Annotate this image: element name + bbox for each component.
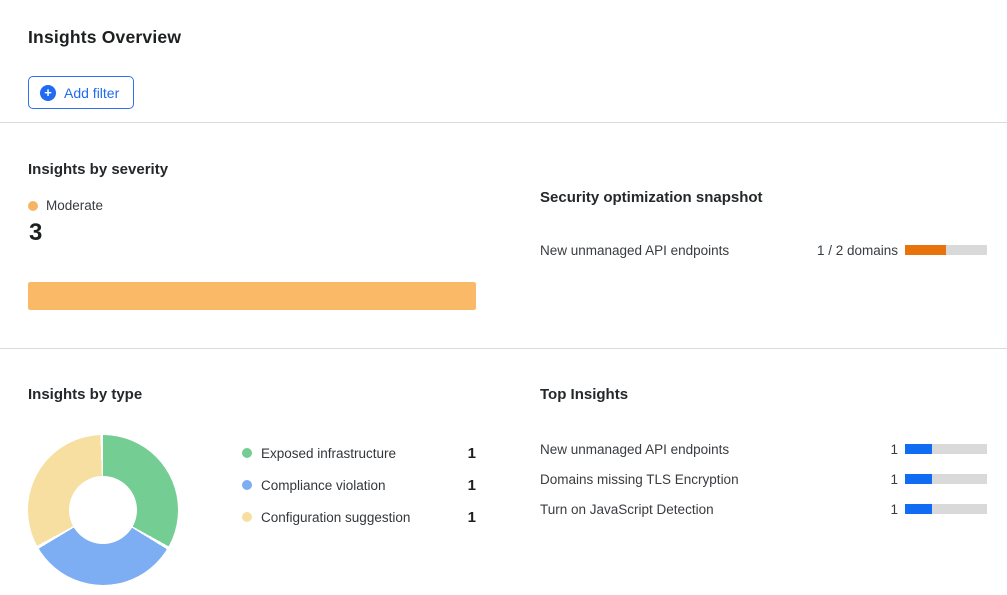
exposed-infrastructure-dot-icon <box>242 448 252 458</box>
severity-section-heading: Insights by severity <box>28 161 169 178</box>
insights-by-type-donut-chart <box>28 435 178 585</box>
top-insight-progress-bar <box>905 504 987 514</box>
plus-circle-icon: + <box>40 84 56 101</box>
moderate-legend-dot-icon <box>28 200 38 211</box>
legend-value: 1 <box>467 508 476 526</box>
top-insight-value: 1 <box>890 501 898 517</box>
top-insights-section-heading: Top Insights <box>540 386 629 403</box>
legend-item: Configuration suggestion 1 <box>242 507 476 527</box>
snapshot-progress-bar <box>905 245 987 255</box>
severity-legend-row: Moderate <box>28 198 103 213</box>
divider <box>0 348 1007 349</box>
snapshot-section-heading: Security optimization snapshot <box>540 189 763 206</box>
type-section-heading: Insights by type <box>28 386 143 403</box>
severity-bar <box>28 282 476 310</box>
snapshot-row: New unmanaged API endpoints 1 / 2 domain… <box>540 240 987 260</box>
top-insight-label: New unmanaged API endpoints <box>540 441 730 457</box>
legend-label: Compliance violation <box>261 477 386 493</box>
severity-count: 3 <box>29 219 43 246</box>
severity-bar-fill <box>28 282 476 310</box>
legend-label: Configuration suggestion <box>261 509 411 525</box>
configuration-suggestion-dot-icon <box>242 512 252 522</box>
legend-item: Compliance violation 1 <box>242 475 476 495</box>
divider <box>0 122 1007 123</box>
top-insight-progress-fill <box>905 504 933 514</box>
type-legend: Exposed infrastructure 1 Compliance viol… <box>242 443 476 539</box>
compliance-violation-dot-icon <box>242 480 252 490</box>
top-insight-progress-fill <box>905 474 933 484</box>
snapshot-row-value: 1 / 2 domains <box>816 242 898 258</box>
top-insight-row: New unmanaged API endpoints 1 <box>540 439 987 459</box>
top-insight-label: Turn on JavaScript Detection <box>540 501 714 517</box>
top-insight-progress-bar <box>905 474 987 484</box>
top-insight-progress-bar <box>905 444 987 454</box>
top-insight-row: Turn on JavaScript Detection 1 <box>540 499 987 519</box>
legend-value: 1 <box>467 444 476 462</box>
top-insights-list: New unmanaged API endpoints 1 Domains mi… <box>540 439 987 529</box>
page-title: Insights Overview <box>28 27 182 47</box>
add-filter-label: Add filter <box>64 84 120 101</box>
top-insight-value: 1 <box>890 471 898 487</box>
legend-value: 1 <box>467 476 476 494</box>
legend-item: Exposed infrastructure 1 <box>242 443 476 463</box>
legend-label: Exposed infrastructure <box>261 445 397 461</box>
add-filter-button[interactable]: + Add filter <box>28 76 135 109</box>
top-insight-value: 1 <box>890 441 898 457</box>
snapshot-progress-fill <box>905 245 946 255</box>
moderate-legend-label: Moderate <box>46 198 104 213</box>
top-insight-progress-fill <box>905 444 933 454</box>
top-insight-label: Domains missing TLS Encryption <box>540 471 739 487</box>
top-insight-row: Domains missing TLS Encryption 1 <box>540 469 987 489</box>
snapshot-row-label: New unmanaged API endpoints <box>540 242 730 258</box>
